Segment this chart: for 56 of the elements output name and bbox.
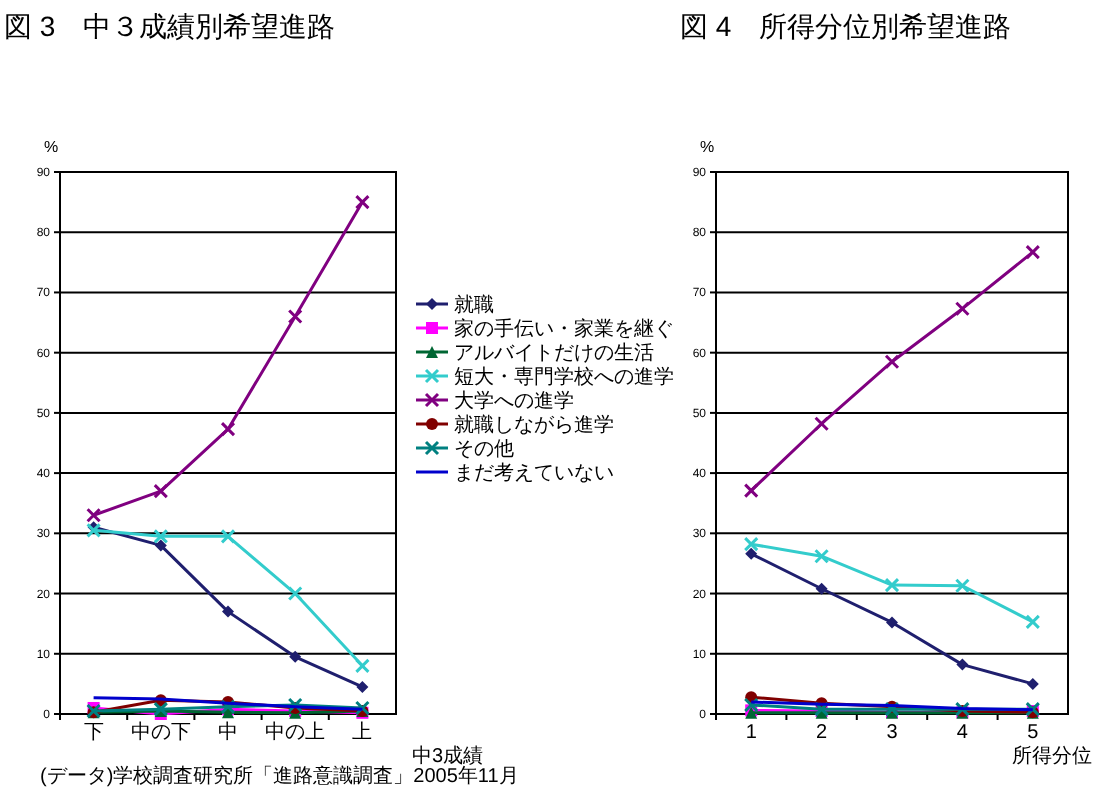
legend-label: アルバイトだけの生活 <box>454 341 654 365</box>
y-axis-title: % <box>700 138 715 156</box>
point <box>153 483 169 499</box>
x-tick-label: 上 <box>352 720 373 744</box>
point <box>743 483 759 499</box>
point <box>1026 677 1039 690</box>
point <box>287 586 303 602</box>
point <box>815 582 828 595</box>
point <box>956 658 969 671</box>
x-axis-title: 中3成績 <box>412 744 484 768</box>
x-tick-label: 中 <box>218 720 238 744</box>
point <box>1025 244 1041 260</box>
point <box>289 650 302 663</box>
x-tick-label: 2 <box>816 722 829 744</box>
x-tick-label: 中の上 <box>265 720 326 744</box>
y-axis-title: % <box>44 138 59 156</box>
point <box>287 309 303 325</box>
point <box>814 548 830 564</box>
point <box>222 605 234 618</box>
point <box>354 658 370 674</box>
point <box>886 616 898 629</box>
point <box>354 194 370 210</box>
point <box>287 697 303 713</box>
point <box>954 578 970 594</box>
point <box>354 700 370 716</box>
point <box>86 507 102 523</box>
legend-label: 就職しながら進学 <box>454 413 614 437</box>
point <box>743 536 759 552</box>
point <box>884 577 900 593</box>
point <box>220 528 236 544</box>
point <box>884 354 900 370</box>
legend-label: 家の手伝い・家業を継ぐ <box>454 317 674 341</box>
point <box>743 697 759 713</box>
x-tick-label: 中の下 <box>130 720 191 744</box>
legend-label: 就職 <box>454 293 494 317</box>
point <box>745 547 758 560</box>
x-tick-label: 4 <box>956 722 969 744</box>
x-tick-label: 5 <box>1027 722 1040 744</box>
point <box>154 539 167 552</box>
point <box>814 416 830 432</box>
point <box>220 421 236 437</box>
point <box>356 680 369 693</box>
text: (データ)学校調査研究所「進路意識調査」2005年11月 <box>40 764 519 788</box>
x-tick-label: 1 <box>745 722 758 744</box>
legend-label: その他 <box>454 437 514 461</box>
point <box>153 528 169 544</box>
x-tick-label: 下 <box>83 722 104 744</box>
legend-label: まだ考えていない <box>454 461 614 485</box>
chart-title: 図 3 中３成績別希望進路 <box>4 10 336 42</box>
legend-label: 大学への進学 <box>454 389 574 413</box>
point <box>1025 614 1041 630</box>
legend-label: 短大・専門学校への進学 <box>454 365 674 389</box>
x-tick-label: 3 <box>886 722 899 744</box>
x-axis-title: 所得分位 <box>1012 744 1092 768</box>
chart-title: 図 4 所得分位別希望進路 <box>680 10 1012 42</box>
point <box>954 301 970 317</box>
